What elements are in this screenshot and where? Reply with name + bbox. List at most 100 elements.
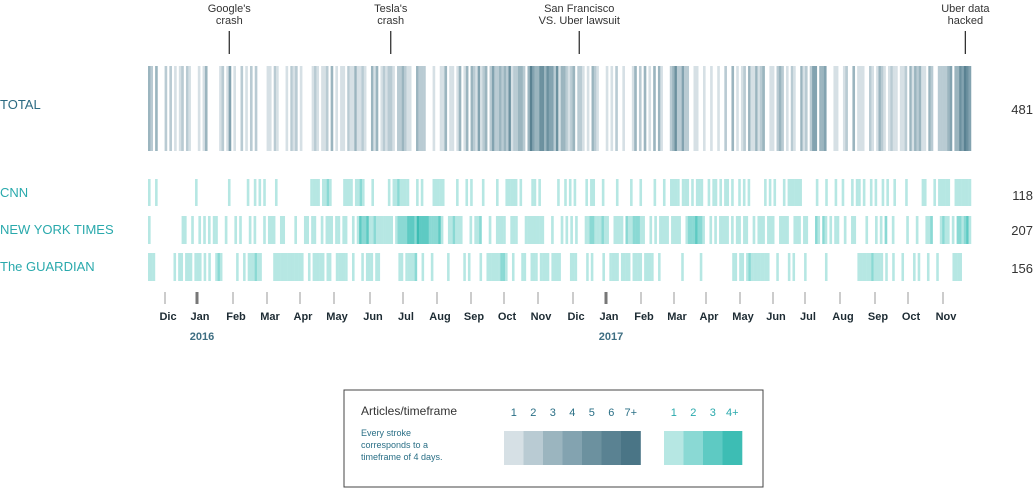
stroke-mark <box>523 253 527 281</box>
stroke-mark <box>280 253 283 281</box>
stroke-mark <box>584 216 588 244</box>
stroke-mark <box>949 66 953 151</box>
legend-grey-swatch <box>621 431 641 465</box>
stroke-mark <box>702 216 705 244</box>
stroke-mark <box>555 66 559 151</box>
stroke-mark <box>432 66 436 151</box>
stroke-mark <box>702 66 706 151</box>
stroke-mark <box>766 253 770 281</box>
stroke-mark <box>747 179 751 206</box>
stroke-mark <box>327 216 331 244</box>
stroke-mark <box>963 66 967 151</box>
stroke-mark <box>267 216 271 244</box>
stroke-mark <box>914 66 917 151</box>
stroke-mark <box>574 253 578 281</box>
stroke-mark <box>292 66 296 151</box>
stroke-mark <box>869 179 873 206</box>
stroke-mark <box>270 216 274 244</box>
stroke-mark <box>745 216 749 244</box>
stroke-mark <box>378 216 381 244</box>
stroke-mark <box>431 216 434 244</box>
stroke-mark <box>189 253 193 281</box>
stroke-mark <box>944 216 948 244</box>
stroke-mark <box>203 216 206 244</box>
stroke-mark <box>236 253 239 281</box>
stroke-mark <box>638 66 642 151</box>
stroke-mark <box>620 216 624 244</box>
stroke-mark <box>661 216 665 244</box>
stroke-mark <box>404 216 408 244</box>
stroke-mark <box>792 253 796 281</box>
stroke-mark <box>601 179 605 206</box>
stroke-mark <box>881 179 885 206</box>
stroke-mark <box>536 216 540 244</box>
stroke-mark <box>433 216 437 244</box>
stroke-mark <box>296 253 299 281</box>
stroke-mark <box>781 66 784 151</box>
stroke-mark <box>700 179 704 206</box>
stroke-mark <box>923 66 927 151</box>
stroke-mark <box>968 66 972 151</box>
stroke-mark <box>438 216 441 244</box>
legend-grey-swatch <box>504 431 524 465</box>
stroke-mark <box>670 179 673 206</box>
stroke-mark <box>852 66 856 151</box>
stroke-mark <box>622 66 625 151</box>
stroke-mark <box>773 179 777 206</box>
stroke-mark <box>634 66 637 151</box>
stroke-mark <box>857 253 860 281</box>
stroke-mark <box>736 66 739 151</box>
stroke-mark <box>947 179 951 206</box>
legend-grey-swatch <box>523 431 544 465</box>
stroke-mark <box>294 253 297 281</box>
stroke-mark <box>499 66 502 151</box>
stroke-mark <box>195 179 198 206</box>
month-label: Sep <box>868 311 888 323</box>
stroke-mark <box>709 216 713 244</box>
stroke-mark <box>591 216 595 244</box>
stroke-mark <box>484 66 488 151</box>
stroke-mark <box>915 216 919 244</box>
coverage-rows: TOTAL 481 CNN 118 NEW YORK TIMES 207 The GUARD… <box>0 66 1033 281</box>
row-label: TOTAL <box>0 97 41 112</box>
stroke-mark <box>240 66 244 151</box>
stroke-mark <box>899 66 903 151</box>
stroke-mark <box>408 66 412 151</box>
stroke-mark <box>326 179 330 206</box>
stroke-mark <box>511 253 515 281</box>
stroke-mark <box>684 179 687 206</box>
stroke-mark <box>591 66 595 151</box>
stroke-mark <box>482 66 486 151</box>
stroke-mark <box>356 66 360 151</box>
stroke-mark <box>311 216 314 244</box>
stroke-mark <box>479 253 483 281</box>
stroke-mark <box>294 216 298 244</box>
month-label: Apr <box>700 311 720 323</box>
stroke-mark <box>534 216 537 244</box>
stroke-mark <box>886 179 889 206</box>
legend: Articles/timeframe Every stroke correspo… <box>343 389 764 488</box>
stroke-mark <box>398 253 401 281</box>
stroke-mark <box>611 253 615 281</box>
stroke-mark <box>324 179 327 206</box>
stroke-mark <box>253 179 257 206</box>
stroke-mark <box>572 66 576 151</box>
stroke-mark <box>352 253 355 281</box>
stroke-mark <box>834 179 838 206</box>
stroke-mark <box>440 216 444 244</box>
stroke-mark <box>437 179 440 206</box>
stroke-mark <box>423 66 426 151</box>
stroke-mark <box>762 66 765 151</box>
stroke-mark <box>677 179 680 206</box>
stroke-mark <box>558 66 561 151</box>
stroke-mark <box>447 253 450 281</box>
stroke-mark <box>340 253 343 281</box>
legend-grey-label: 3 <box>550 407 556 419</box>
stroke-mark <box>714 179 718 206</box>
stroke-mark <box>328 253 332 281</box>
stroke-mark <box>589 216 593 244</box>
row-total: TOTAL 481 <box>0 66 1033 151</box>
stroke-mark <box>947 66 950 151</box>
stroke-mark <box>373 66 376 151</box>
stroke-mark <box>321 253 325 281</box>
